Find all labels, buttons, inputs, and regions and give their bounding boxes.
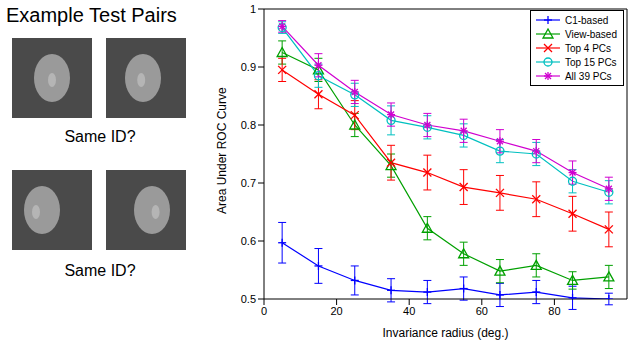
svg-text:60: 60: [476, 305, 488, 317]
svg-text:80: 80: [548, 305, 560, 317]
html-text:Top 15 PCs: Top 15 PCs: [564, 56, 617, 68]
svg-text:0.6: 0.6: [241, 235, 256, 247]
svg-text:0.7: 0.7: [241, 177, 256, 189]
svg-text:0: 0: [261, 305, 267, 317]
svg-text:40: 40: [403, 305, 415, 317]
html-text:Top 4 PCs: Top 4 PCs: [564, 42, 612, 54]
svg-text:0.9: 0.9: [241, 61, 256, 73]
svg-text:20: 20: [330, 305, 342, 317]
svg-text:1: 1: [250, 3, 256, 15]
svg-text:0.8: 0.8: [241, 119, 256, 131]
svg-text:0.5: 0.5: [241, 293, 256, 305]
html-text:C1-based: C1-based: [564, 14, 609, 26]
html-text:Example Test Pairs: Example Test Pairs: [6, 4, 177, 26]
html-text:Same ID?: Same ID?: [64, 128, 136, 145]
html-text:All 39 PCs: All 39 PCs: [564, 70, 612, 82]
html-text:Same ID?: Same ID?: [64, 262, 136, 279]
html-text:View-based: View-based: [564, 28, 617, 40]
svg-text:Invariance radius (deg.): Invariance radius (deg.): [382, 326, 508, 340]
svg-text:Area Under ROC Curve: Area Under ROC Curve: [215, 87, 229, 214]
